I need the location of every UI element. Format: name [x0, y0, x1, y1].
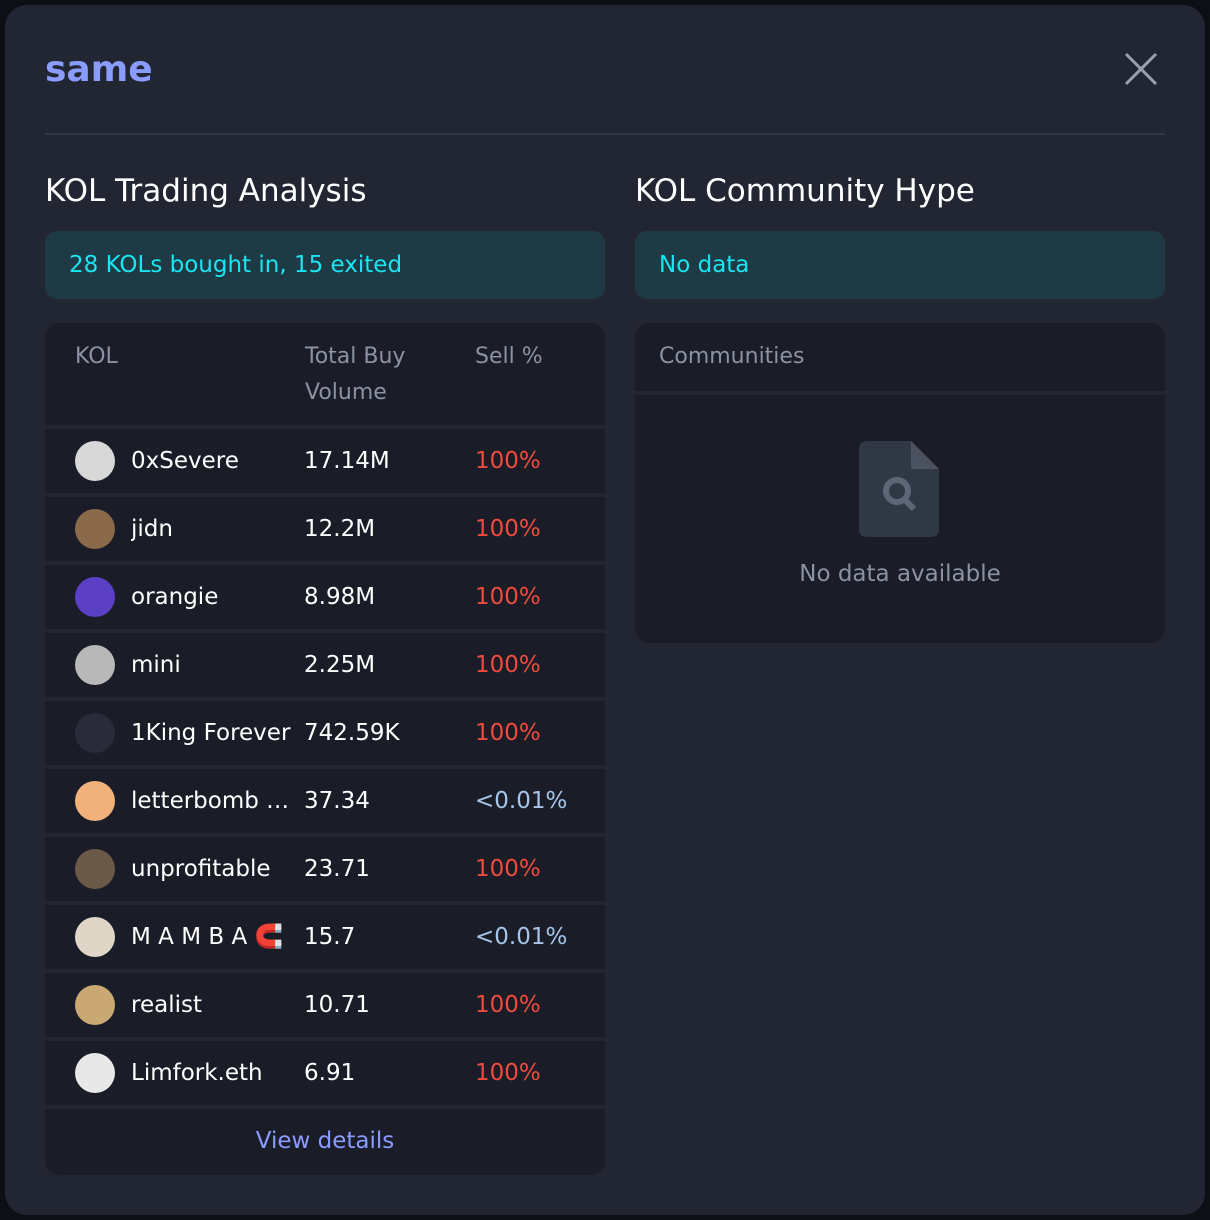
avatar: [75, 441, 115, 481]
avatar: [75, 917, 115, 957]
table-row[interactable]: letterbomb … 37.34 <0.01%: [45, 765, 605, 833]
sell-percent: <0.01%: [475, 924, 568, 950]
buy-volume: 37.34: [304, 788, 370, 814]
close-icon[interactable]: [1123, 51, 1159, 87]
table-row[interactable]: orangie 8.98M 100%: [45, 561, 605, 629]
community-summary: No data: [635, 231, 1165, 299]
table-row[interactable]: M A M B A 🧲 15.7 <0.01%: [45, 901, 605, 969]
kol-name[interactable]: unprofitable: [131, 856, 271, 882]
sell-percent: 100%: [475, 652, 541, 678]
community-heading: KOL Community Hype: [635, 173, 975, 209]
sell-percent: 100%: [475, 448, 541, 474]
buy-volume: 23.71: [304, 856, 370, 882]
table-row[interactable]: jidn 12.2M 100%: [45, 493, 605, 561]
kol-name[interactable]: M A M B A 🧲: [131, 924, 284, 950]
kol-name[interactable]: realist: [131, 992, 202, 1018]
buy-volume: 10.71: [304, 992, 370, 1018]
kol-name[interactable]: mini: [131, 652, 181, 678]
col-communities: Communities: [635, 323, 1165, 395]
avatar: [75, 577, 115, 617]
avatar: [75, 1053, 115, 1093]
buy-volume: 2.25M: [304, 652, 376, 678]
trading-heading: KOL Trading Analysis: [45, 173, 367, 209]
empty-state-text: No data available: [799, 561, 1001, 587]
col-kol: KOL: [75, 344, 118, 369]
sell-percent: 100%: [475, 992, 541, 1018]
buy-volume: 742.59K: [304, 720, 400, 746]
kol-modal: same KOL Trading Analysis 28 KOLs bought…: [5, 5, 1205, 1215]
buy-volume: 6.91: [304, 1060, 356, 1086]
communities-card: Communities No data available: [635, 323, 1165, 643]
kol-table: KOL Total Buy Volume Sell % 0xSevere 17.…: [45, 323, 605, 1175]
avatar: [75, 713, 115, 753]
buy-volume: 17.14M: [304, 448, 390, 474]
kol-name[interactable]: jidn: [131, 516, 173, 542]
divider: [45, 133, 1165, 135]
table-row[interactable]: Limfork.eth 6.91 100%: [45, 1037, 605, 1105]
avatar: [75, 645, 115, 685]
kol-name[interactable]: letterbomb …: [131, 788, 290, 814]
buy-volume: 12.2M: [304, 516, 376, 542]
sell-percent: 100%: [475, 720, 541, 746]
table-row[interactable]: 0xSevere 17.14M 100%: [45, 425, 605, 493]
col-sell: Sell %: [475, 344, 543, 369]
kol-name[interactable]: Limfork.eth: [131, 1060, 263, 1086]
sell-percent: <0.01%: [475, 788, 568, 814]
sell-percent: 100%: [475, 856, 541, 882]
file-search-icon: [859, 441, 939, 541]
buy-volume: 15.7: [304, 924, 356, 950]
kol-name[interactable]: 0xSevere: [131, 448, 239, 474]
avatar: [75, 781, 115, 821]
trading-summary: 28 KOLs bought in, 15 exited: [45, 231, 605, 299]
sell-percent: 100%: [475, 516, 541, 542]
table-row[interactable]: realist 10.71 100%: [45, 969, 605, 1037]
sell-percent: 100%: [475, 584, 541, 610]
kol-name[interactable]: 1King Forever: [131, 720, 291, 746]
kol-name[interactable]: orangie: [131, 584, 219, 610]
view-details-link[interactable]: View details: [45, 1105, 605, 1173]
token-title: same: [45, 49, 153, 90]
table-header: KOL Total Buy Volume Sell %: [45, 323, 605, 425]
table-row[interactable]: mini 2.25M 100%: [45, 629, 605, 697]
buy-volume: 8.98M: [304, 584, 376, 610]
avatar: [75, 509, 115, 549]
sell-percent: 100%: [475, 1060, 541, 1086]
table-row[interactable]: unprofitable 23.71 100%: [45, 833, 605, 901]
avatar: [75, 849, 115, 889]
col-volume: Total Buy Volume: [305, 344, 406, 405]
table-row[interactable]: 1King Forever 742.59K 100%: [45, 697, 605, 765]
avatar: [75, 985, 115, 1025]
